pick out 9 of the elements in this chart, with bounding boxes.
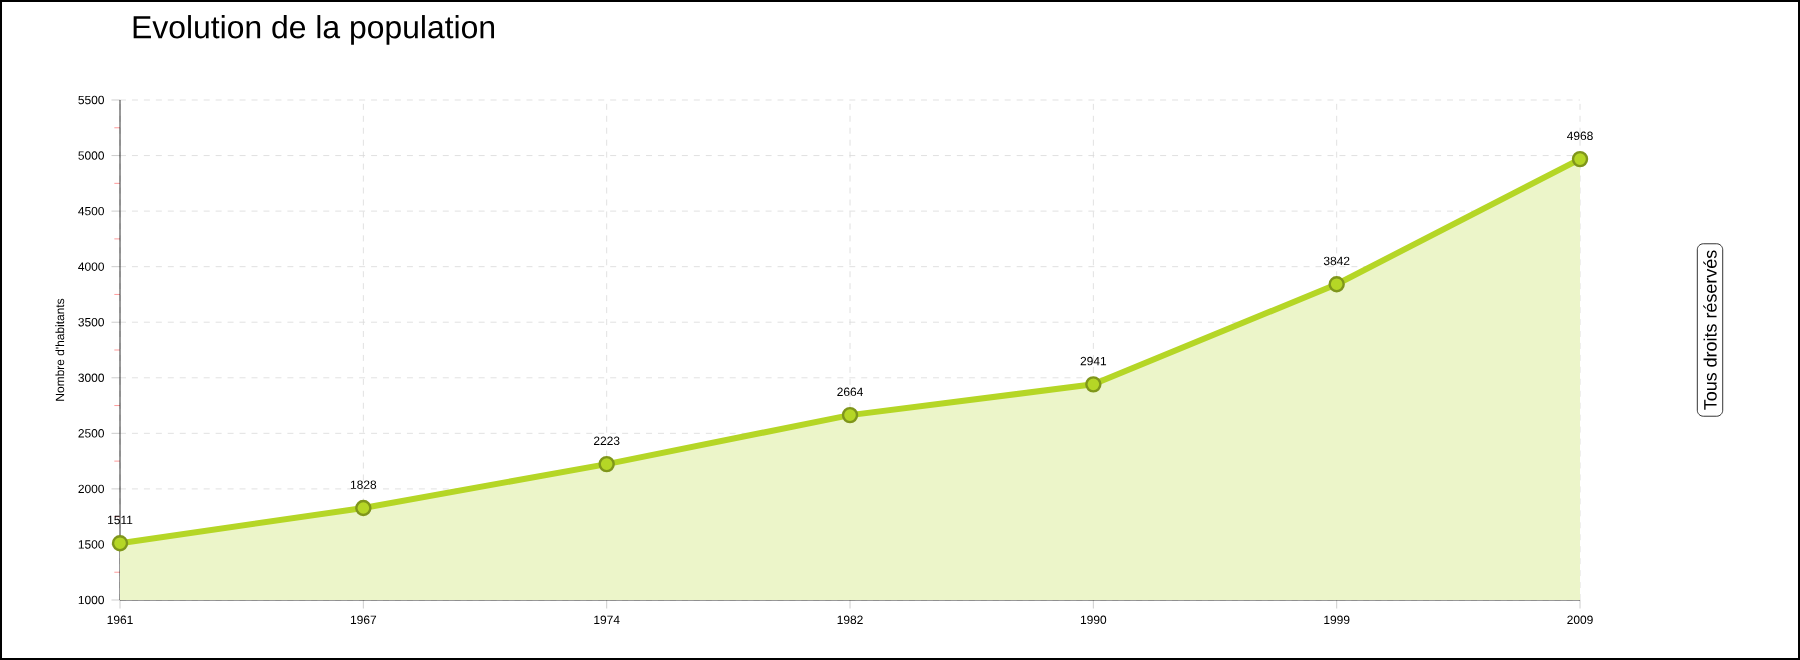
chart-title: Evolution de la population xyxy=(133,15,495,45)
point xyxy=(1571,150,1589,168)
text: Tous droits réservés xyxy=(1703,250,1717,410)
point xyxy=(598,455,615,473)
point xyxy=(1328,276,1345,293)
point xyxy=(111,535,129,552)
point xyxy=(355,499,372,517)
point xyxy=(1085,376,1102,393)
point xyxy=(841,406,859,424)
